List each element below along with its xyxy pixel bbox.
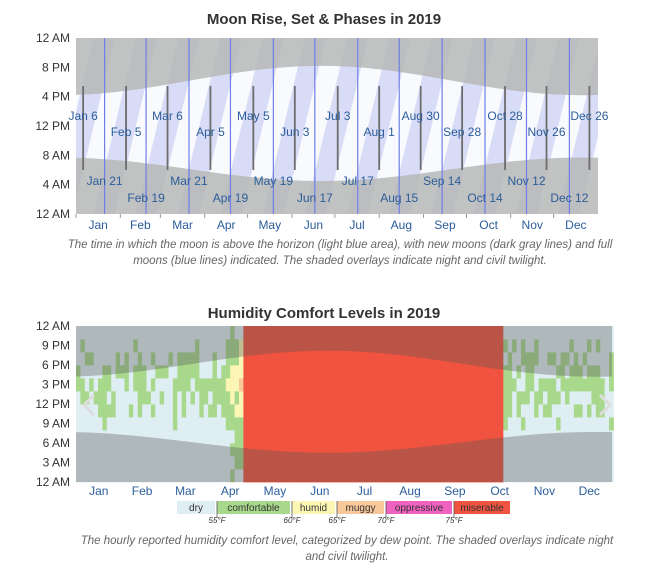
humidity-x-tick-label: Apr <box>221 484 240 498</box>
humidity-y-tick-label: 9 AM <box>43 417 70 431</box>
legend-swatch <box>217 501 290 514</box>
new-moon-label: Jan 6 <box>68 109 98 123</box>
humidity-x-tick-label: Mar <box>175 484 196 498</box>
new-moon-label: Aug 1 <box>364 125 396 139</box>
humidity-y-tick-label: 12 PM <box>35 397 70 411</box>
night-overlay-morning <box>76 157 598 214</box>
humidity-y-tick-label: 6 PM <box>42 358 70 372</box>
full-moon-label: Dec 12 <box>550 191 588 205</box>
night-overlay-evening <box>76 38 598 96</box>
moon-y-tick-label: 8 AM <box>43 148 70 162</box>
prev-arrow-icon <box>81 393 96 417</box>
moon-x-tick-label: Aug <box>391 218 412 232</box>
humidity-x-tick-label: Oct <box>490 484 509 498</box>
full-moon-label: May 19 <box>254 174 294 188</box>
moon-y-tick-label: 4 PM <box>42 90 70 104</box>
legend-swatch <box>337 501 384 514</box>
new-moon-label: Nov 26 <box>527 125 565 139</box>
moon-x-tick-label: Oct <box>479 218 498 232</box>
full-moon-label: Apr 19 <box>213 191 249 205</box>
legend-swatch <box>177 501 215 514</box>
humidity-chart-title: Humidity Comfort Levels in 2019 <box>207 305 441 322</box>
new-moon-label: Feb 5 <box>111 125 142 139</box>
new-moon-label: Apr 5 <box>196 125 225 139</box>
moon-x-tick-label: Jul <box>349 218 364 232</box>
legend-threshold-label: 70°F <box>378 516 396 525</box>
moon-y-tick-label: 4 AM <box>43 178 70 192</box>
moon-x-tick-label: Sep <box>434 218 456 232</box>
moon-chart-caption: The time in which the moon is above the … <box>67 239 613 267</box>
legend-label: oppressive <box>395 503 444 514</box>
humidity-x-tick-label: Sep <box>444 484 466 498</box>
legend-threshold-label: 60°F <box>284 516 302 525</box>
humidity-chart-caption: The hourly reported humidity comfort lev… <box>80 535 614 563</box>
humidity-night-morning <box>76 431 612 482</box>
legend-swatch <box>386 501 452 514</box>
moon-x-tick-label: Jun <box>304 218 323 232</box>
moon-x-tick-label: Apr <box>217 218 236 232</box>
legend-threshold-label: 55°F <box>209 516 227 525</box>
humidity-heatmap <box>76 326 614 483</box>
full-moon-label: Feb 19 <box>127 191 165 205</box>
humidity-x-tick-label: Dec <box>579 484 600 498</box>
legend-label: humid <box>300 503 327 514</box>
legend-label: muggy <box>345 503 375 514</box>
full-moon-label: Jul 17 <box>342 174 374 188</box>
humidity-x-tick-label: Nov <box>534 484 555 498</box>
moon-y-tick-label: 12 PM <box>35 119 70 133</box>
legend-swatch <box>292 501 335 514</box>
full-moon-label: Sep 14 <box>423 174 461 188</box>
legend-swatch <box>454 501 510 514</box>
humidity-x-tick-label: Jun <box>310 484 329 498</box>
moon-x-tick-label: Jan <box>88 218 107 232</box>
legend-label: comfortable <box>227 503 280 514</box>
moon-y-tick-label: 8 PM <box>42 60 70 74</box>
new-moon-label: May 5 <box>237 109 270 123</box>
new-moon-label: Oct 28 <box>487 109 523 123</box>
humidity-y-tick-label: 12 AM <box>36 319 70 333</box>
humidity-x-tick-label: Feb <box>132 484 153 498</box>
legend-label: dry <box>189 503 203 514</box>
humidity-y-tick-label: 3 PM <box>42 378 70 392</box>
moon-x-tick-label: Dec <box>565 218 586 232</box>
new-moon-label: Aug 30 <box>402 109 440 123</box>
humidity-y-tick-label: 6 AM <box>43 436 70 450</box>
full-moon-label: Jan 21 <box>87 174 123 188</box>
legend-label: miserable <box>460 503 504 514</box>
humidity-night-evening <box>76 326 612 377</box>
legend-threshold-label: 75°F <box>446 516 464 525</box>
moon-x-tick-label: Mar <box>172 218 193 232</box>
humidity-x-tick-label: Jul <box>357 484 372 498</box>
legend-threshold-label: 65°F <box>329 516 347 525</box>
full-moon-label: Nov 12 <box>507 174 545 188</box>
humidity-x-tick-label: May <box>264 484 287 498</box>
new-moon-label: Jul 3 <box>325 109 351 123</box>
new-moon-label: Jun 3 <box>280 125 310 139</box>
next-arrow-icon <box>598 393 613 417</box>
humidity-y-tick-label: 9 PM <box>42 339 70 353</box>
humidity-y-tick-label: 12 AM <box>36 475 70 489</box>
moon-y-tick-label: 12 AM <box>36 31 70 45</box>
humidity-x-tick-label: Aug <box>399 484 420 498</box>
moon-x-tick-label: Nov <box>522 218 543 232</box>
humidity-y-tick-label: 3 AM <box>43 456 70 470</box>
moon-chart-title: Moon Rise, Set & Phases in 2019 <box>206 11 442 28</box>
full-moon-label: Jun 17 <box>297 191 333 205</box>
moon-x-tick-label: May <box>258 218 281 232</box>
humidity-x-tick-label: Jan <box>89 484 108 498</box>
new-moon-label: Mar 6 <box>152 109 183 123</box>
new-moon-label: Dec 26 <box>570 109 608 123</box>
full-moon-label: Oct 14 <box>467 191 503 205</box>
full-moon-label: Aug 15 <box>380 191 418 205</box>
moon-x-tick-label: Feb <box>130 218 151 232</box>
moon-y-tick-label: 12 AM <box>36 207 70 221</box>
new-moon-label: Sep 28 <box>443 125 481 139</box>
full-moon-label: Mar 21 <box>170 174 208 188</box>
